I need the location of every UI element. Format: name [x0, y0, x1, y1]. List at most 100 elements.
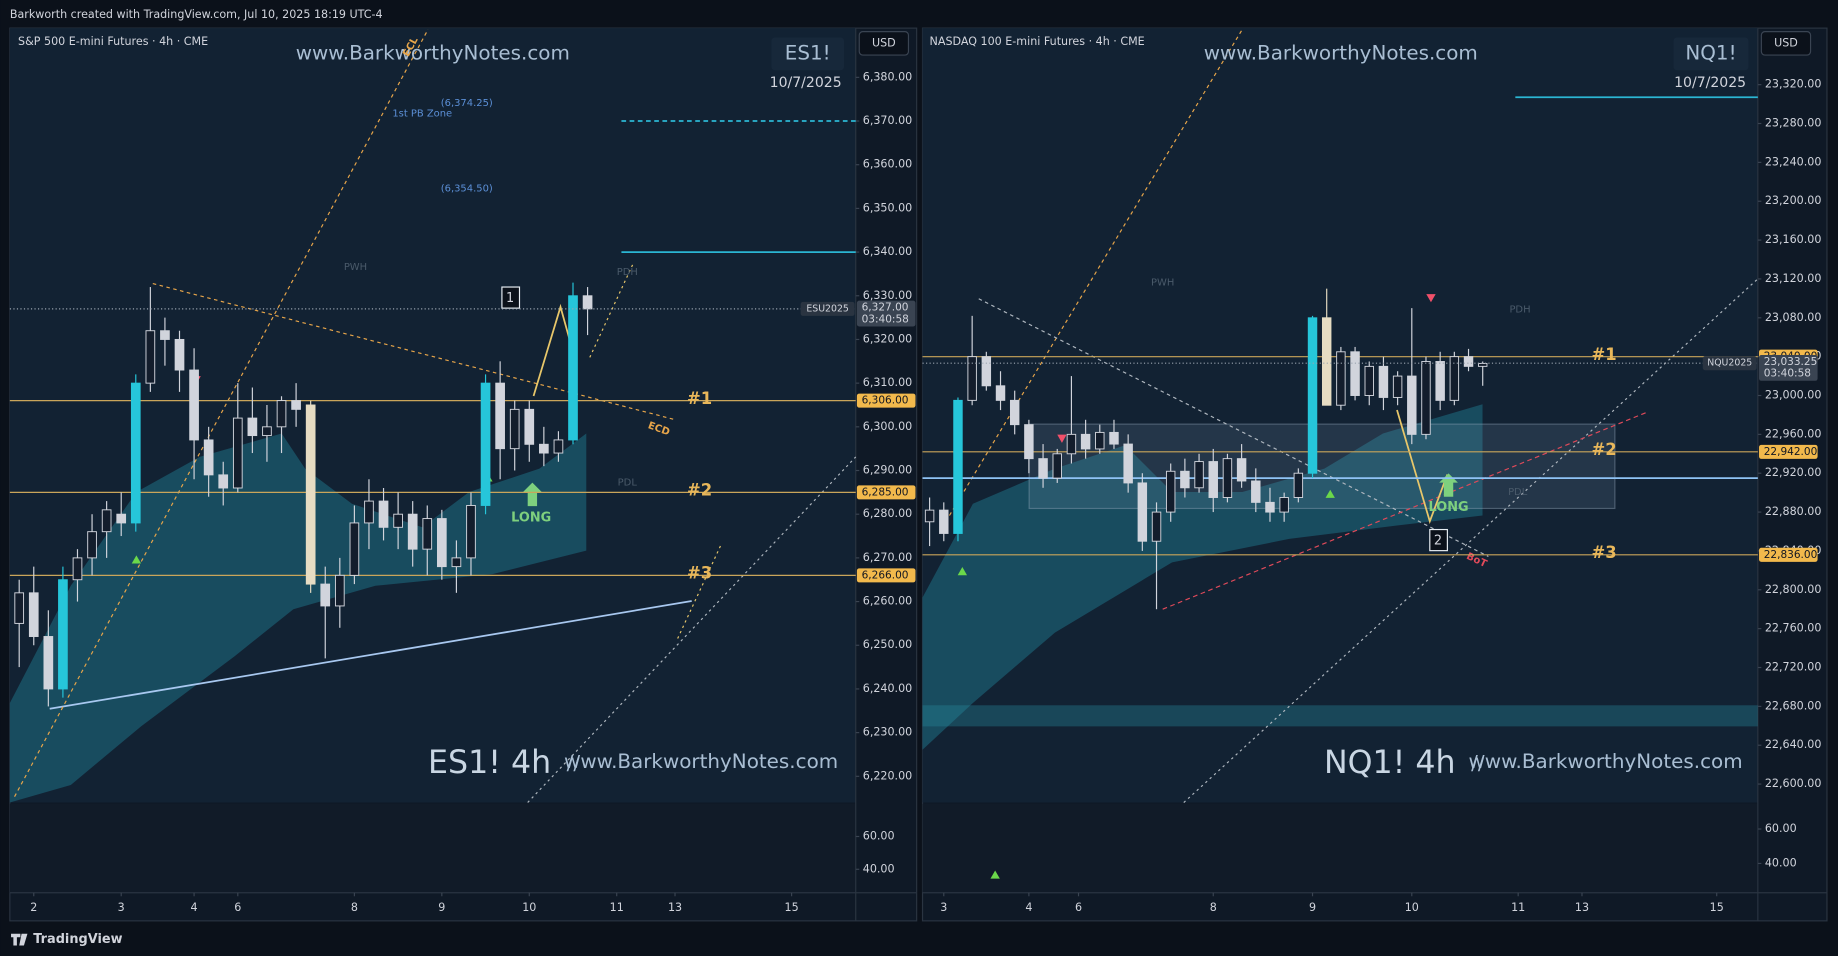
y-tick-label: 6,330.00 — [863, 289, 912, 302]
y-tick-label: 6,300.00 — [863, 420, 912, 433]
candle-body — [1180, 470, 1190, 489]
annotation: LONG — [1429, 500, 1469, 515]
y-tick-label: 6,350.00 — [863, 201, 912, 214]
band — [922, 705, 1758, 727]
trendline — [14, 29, 429, 797]
level-value: 6,266.00 — [862, 569, 909, 581]
currency-box[interactable] — [858, 31, 910, 56]
candle-body — [160, 330, 170, 340]
candle-body — [378, 500, 389, 528]
candle-body — [130, 382, 141, 524]
candle-body — [582, 295, 593, 310]
y-tick-label: 6,370.00 — [863, 114, 912, 127]
annotation: PDH — [1509, 304, 1530, 315]
x-tick-label: 8 — [1210, 901, 1217, 914]
x-tick-label: 3 — [940, 901, 947, 914]
ema-cloud — [922, 404, 1483, 750]
candle-body — [1137, 482, 1148, 542]
date: 10/7/2025 — [770, 75, 842, 91]
annotation: PDL — [618, 478, 638, 489]
candle-body — [1307, 317, 1318, 474]
y-tick-label: 6,340.00 — [863, 245, 912, 258]
trendline — [152, 282, 675, 420]
y-tick-label: 6,220.00 — [863, 769, 912, 782]
candle-body — [924, 509, 935, 523]
osc-tick-label: 40.00 — [1765, 856, 1797, 869]
y-tick-label: 6,380.00 — [863, 70, 912, 83]
left-osc — [9, 803, 856, 893]
currency[interactable]: USD — [1774, 36, 1798, 49]
x-tick-label: 10 — [522, 901, 536, 914]
candle-body — [1024, 424, 1034, 460]
y-tick-label: 6,240.00 — [863, 682, 912, 695]
x-tick-label: 4 — [1025, 901, 1032, 914]
footer-brand: TradingView — [33, 932, 122, 947]
y-tick-label: 22,760.00 — [1765, 622, 1822, 635]
last-price: 23,033.25 — [1764, 356, 1818, 368]
candle-body — [1109, 431, 1119, 445]
ticker-box — [1673, 37, 1749, 71]
trendline — [49, 600, 692, 710]
candle-body — [58, 579, 68, 690]
level-name: #2 — [1591, 440, 1616, 459]
osc-tick-label: 60.00 — [863, 829, 895, 842]
ticker: NQ1! — [1685, 41, 1736, 64]
currency-box[interactable] — [1760, 31, 1812, 56]
label-box — [501, 286, 521, 309]
candle-body — [334, 574, 345, 607]
x-tick-label: 11 — [610, 901, 624, 914]
y-tick-label: 22,960.00 — [1765, 427, 1822, 440]
y-tick-label: 23,320.00 — [1765, 78, 1822, 91]
candle-body — [349, 522, 360, 576]
candle-body — [232, 417, 243, 489]
annotation: PDH — [617, 267, 638, 278]
footer-title: NQ1! 4h — [1324, 745, 1456, 781]
y-tick-label: 6,250.00 — [863, 638, 912, 651]
x-tick-label: 11 — [1511, 901, 1525, 914]
symbol-box — [1702, 356, 1757, 371]
long-arrow — [523, 482, 542, 507]
candle-body — [1321, 317, 1332, 406]
candle-body — [1194, 461, 1204, 489]
y-tick-label: 6,310.00 — [863, 376, 912, 389]
level-name: #1 — [1591, 345, 1616, 364]
y-tick-label: 23,080.00 — [1765, 311, 1822, 324]
signal — [1426, 294, 1436, 303]
x-tick-label: 13 — [668, 901, 682, 914]
candle-body — [1222, 458, 1233, 498]
candle-body — [14, 592, 25, 624]
y-tick-label: 22,920.00 — [1765, 466, 1822, 479]
candle-body — [480, 382, 491, 506]
level-name: #3 — [687, 564, 712, 583]
last-price-box — [856, 300, 916, 327]
currency[interactable]: USD — [872, 36, 896, 49]
candle-body — [1392, 375, 1403, 398]
candle-body — [1165, 470, 1176, 513]
level-name: #1 — [687, 389, 712, 408]
candle-body — [320, 583, 331, 607]
watermark: www.BarkworthyNotes.com — [1204, 41, 1478, 64]
y-tick-label: 6,290.00 — [863, 464, 912, 477]
candle-body — [1421, 361, 1431, 435]
y-tick-label: 6,320.00 — [863, 332, 912, 345]
x-tick-label: 9 — [438, 901, 445, 914]
trendline — [948, 28, 1243, 516]
candle-body — [203, 439, 214, 476]
candle-body — [995, 385, 1006, 401]
x-tick-label: 10 — [1405, 901, 1419, 914]
symbol-desc: S&P 500 E-mini Futures · 4h · CME — [18, 35, 208, 48]
candle-body — [174, 338, 185, 371]
candle-body — [539, 443, 549, 454]
x-tick-label: 15 — [1710, 901, 1724, 914]
candle-body — [568, 295, 578, 441]
annotation: 1st PB Zone — [392, 109, 452, 120]
candle-body — [981, 356, 992, 387]
candle-body — [1080, 433, 1091, 450]
candle-body — [1251, 480, 1261, 503]
candle-body — [524, 408, 535, 445]
osc-tick-label: 40.00 — [863, 862, 895, 875]
candle-body — [1009, 399, 1020, 426]
last-price: 6,327.00 — [862, 302, 909, 314]
footer-sep: // — [567, 751, 581, 774]
